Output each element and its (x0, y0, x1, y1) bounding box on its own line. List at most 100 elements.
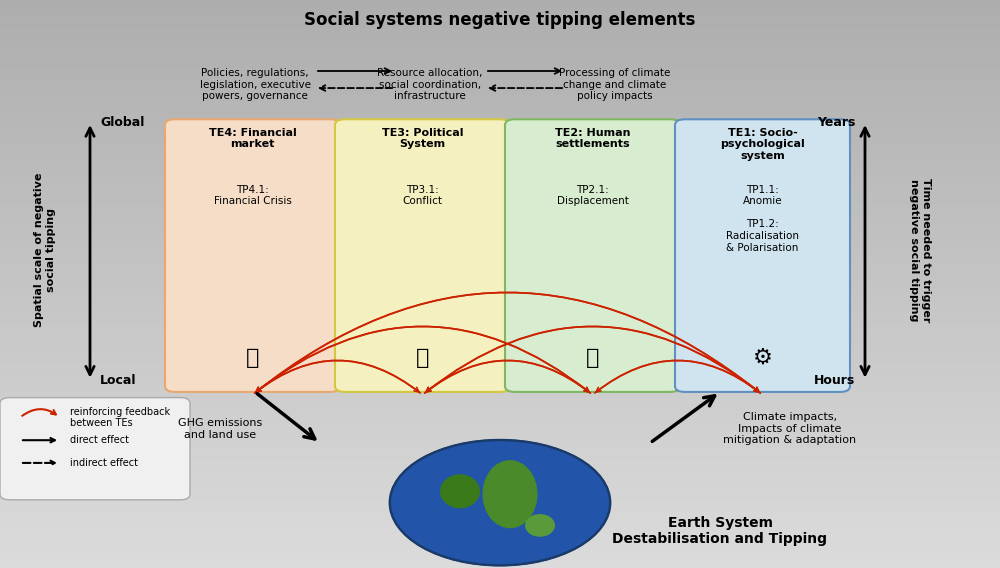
Bar (0, 381, 1000, 386)
Text: TP4.1:
Financial Crisis: TP4.1: Financial Crisis (214, 185, 291, 206)
Bar (0, 443, 1000, 449)
Bar (0, 136, 1000, 142)
Bar (0, 125, 1000, 131)
Ellipse shape (482, 460, 538, 528)
Text: TE3: Political
System: TE3: Political System (382, 128, 463, 149)
Bar (0, 307, 1000, 312)
Bar (0, 210, 1000, 216)
Bar (0, 97, 1000, 102)
Text: TE4: Financial
market: TE4: Financial market (209, 128, 296, 149)
Bar (0, 11, 1000, 17)
Text: 💰: 💰 (246, 348, 259, 368)
FancyBboxPatch shape (675, 119, 850, 392)
Bar (0, 153, 1000, 159)
Bar (0, 23, 1000, 28)
Bar (0, 506, 1000, 511)
Bar (0, 346, 1000, 352)
Text: Processing of climate
change and climate
policy impacts: Processing of climate change and climate… (559, 68, 671, 101)
Bar (0, 386, 1000, 392)
Bar (0, 239, 1000, 244)
Bar (0, 403, 1000, 409)
Text: indirect effect: indirect effect (70, 458, 138, 468)
Bar (0, 454, 1000, 460)
Bar (0, 45, 1000, 51)
Bar (0, 0, 1000, 6)
Bar (0, 557, 1000, 562)
Bar (0, 114, 1000, 119)
Bar (0, 415, 1000, 420)
Bar (0, 131, 1000, 136)
Bar (0, 227, 1000, 233)
Text: Social systems negative tipping elements: Social systems negative tipping elements (304, 11, 696, 29)
Bar (0, 358, 1000, 364)
Ellipse shape (525, 514, 555, 537)
Bar (0, 466, 1000, 471)
Text: direct effect: direct effect (70, 435, 129, 445)
Bar (0, 28, 1000, 34)
Bar (0, 80, 1000, 85)
Text: Local: Local (100, 374, 136, 387)
FancyBboxPatch shape (0, 398, 190, 500)
Bar (0, 6, 1000, 11)
Bar (0, 187, 1000, 193)
Bar (0, 290, 1000, 295)
Bar (0, 216, 1000, 222)
Bar (0, 460, 1000, 466)
FancyBboxPatch shape (165, 119, 340, 392)
Bar (0, 409, 1000, 415)
Bar (0, 91, 1000, 97)
Bar (0, 477, 1000, 483)
Bar (0, 142, 1000, 148)
Bar (0, 449, 1000, 454)
Bar (0, 159, 1000, 165)
Text: Earth System
Destabilisation and Tipping: Earth System Destabilisation and Tipping (612, 516, 828, 546)
Bar (0, 437, 1000, 443)
Bar (0, 432, 1000, 437)
Bar (0, 119, 1000, 125)
Text: ⚙: ⚙ (753, 348, 773, 368)
Bar (0, 511, 1000, 517)
Bar (0, 312, 1000, 318)
Bar (0, 40, 1000, 45)
Bar (0, 426, 1000, 432)
Text: 🏙: 🏙 (586, 348, 599, 368)
Text: Resource allocation,
social coordination,
infrastructure: Resource allocation, social coordination… (377, 68, 483, 101)
Bar (0, 261, 1000, 267)
Bar (0, 335, 1000, 341)
Bar (0, 551, 1000, 557)
Text: Global: Global (100, 116, 144, 128)
Bar (0, 57, 1000, 62)
Bar (0, 341, 1000, 346)
Circle shape (390, 440, 610, 565)
Bar (0, 545, 1000, 551)
Bar (0, 488, 1000, 494)
Text: Policies, regulations,
legislation, executive
powers, governance: Policies, regulations, legislation, exec… (200, 68, 310, 101)
Bar (0, 51, 1000, 57)
Bar (0, 148, 1000, 153)
Bar (0, 420, 1000, 426)
Bar (0, 295, 1000, 301)
Bar (0, 540, 1000, 545)
Bar (0, 250, 1000, 256)
Bar (0, 284, 1000, 290)
FancyBboxPatch shape (335, 119, 510, 392)
Bar (0, 108, 1000, 114)
Bar (0, 222, 1000, 227)
Text: Time needed to trigger
negative social tipping: Time needed to trigger negative social t… (909, 178, 931, 322)
Text: Years: Years (817, 116, 855, 128)
Bar (0, 17, 1000, 23)
Bar (0, 483, 1000, 488)
Bar (0, 523, 1000, 528)
Bar (0, 199, 1000, 204)
Bar (0, 500, 1000, 506)
Bar (0, 256, 1000, 261)
Ellipse shape (440, 474, 480, 508)
Bar (0, 471, 1000, 477)
Bar (0, 392, 1000, 398)
Text: TP3.1:
Conflict: TP3.1: Conflict (402, 185, 442, 206)
Bar (0, 375, 1000, 381)
Text: Spatial scale of negative
social tipping: Spatial scale of negative social tipping (34, 173, 56, 327)
Bar (0, 233, 1000, 239)
Bar (0, 517, 1000, 523)
Bar (0, 301, 1000, 307)
